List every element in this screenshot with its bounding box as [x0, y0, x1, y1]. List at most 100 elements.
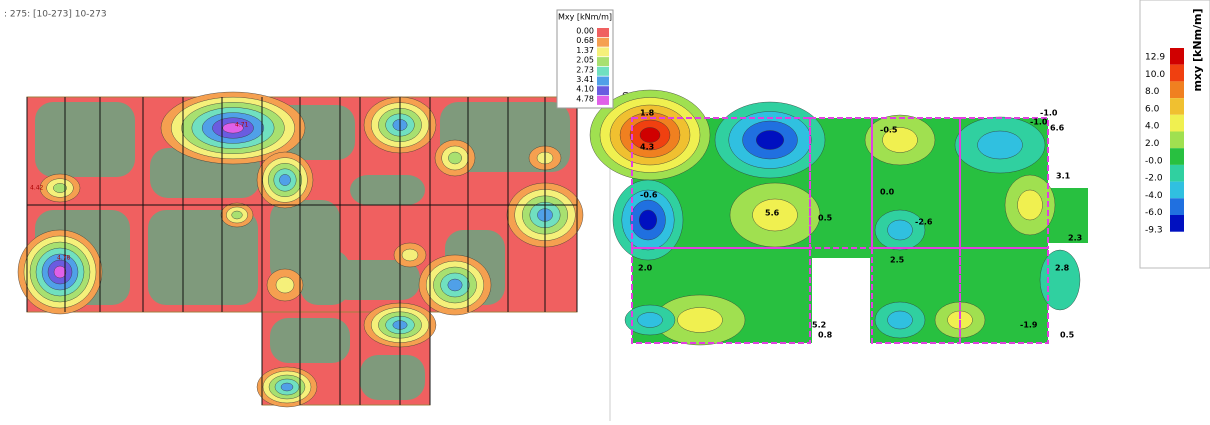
legend-swatch: [597, 57, 609, 67]
header-text: : 275: [10-273] 10-273: [4, 10, 107, 20]
contour: [677, 307, 723, 333]
contour: [53, 265, 67, 279]
left-plot: 4.42 4.71 4.78: [17, 91, 584, 408]
legend-swatch: [597, 76, 609, 86]
contour-label: 0.5: [1060, 331, 1075, 340]
legend-value: 0.00: [576, 27, 594, 36]
room-outline: [631, 247, 811, 344]
contour: [447, 278, 463, 292]
legend-value: 6.0: [1145, 104, 1160, 114]
contour: [977, 130, 1023, 160]
room-outline: [959, 247, 1049, 344]
contour-label: 4.3: [640, 143, 654, 152]
contour-label: 2.3: [1068, 234, 1082, 243]
legend-swatch: [597, 37, 609, 47]
right-plot: 1.84.3-0.65.62.0-1.06.6-0.5-2.63.12.32.8…: [589, 89, 1088, 346]
contour-label: 5.2: [812, 321, 826, 330]
zone: [360, 355, 425, 400]
contour-label: 2.5: [890, 256, 905, 265]
legend-value: 12.9: [1145, 53, 1165, 63]
contour-label: 0.5: [818, 214, 833, 223]
contour-label: -1.0: [1030, 118, 1048, 127]
opening: [812, 258, 870, 343]
legend-value: 8.0: [1145, 87, 1160, 97]
contour-label: 4.71: [235, 122, 249, 129]
contour-label: 4.42: [30, 185, 44, 192]
contour-label: -2.6: [915, 218, 933, 227]
legend-swatch: [1170, 215, 1184, 232]
left-legend-title: Mxy [kNm/m]: [558, 13, 612, 22]
contour: [752, 198, 798, 232]
contour: [1039, 249, 1081, 311]
legend-value: 4.0: [1145, 122, 1160, 132]
contour-label: 0.0: [880, 188, 895, 197]
legend-swatch: [1170, 64, 1184, 82]
contour: [448, 151, 462, 165]
legend-value: -0.0: [1145, 156, 1163, 166]
legend-swatch: [1170, 114, 1184, 132]
contour-label: 0.8: [818, 331, 833, 340]
legend-value: -2.0: [1145, 174, 1163, 184]
contour: [882, 127, 918, 153]
legend-value: 2.05: [576, 56, 594, 65]
contour-label: -1.0: [1040, 109, 1058, 118]
contour: [637, 312, 663, 328]
contour: [639, 209, 657, 231]
contour-label: 6.6: [1050, 124, 1065, 133]
legend-value: -9.3: [1145, 226, 1163, 236]
legend-swatch: [1170, 98, 1184, 115]
legend-value: 4.10: [576, 85, 594, 94]
zone: [148, 210, 258, 305]
contour: [639, 127, 661, 143]
contour: [887, 310, 913, 330]
slab: [1048, 188, 1088, 243]
contour: [53, 183, 67, 193]
legend-swatch: [1170, 198, 1184, 215]
legend-value: 1.37: [576, 46, 594, 55]
legend-swatch: [597, 28, 609, 37]
legend-swatch: [1170, 148, 1184, 165]
contour: [756, 130, 784, 150]
contour: [279, 174, 291, 186]
contour-label: 4.78: [57, 255, 71, 262]
contour: [887, 219, 913, 241]
legend-value: -4.0: [1145, 191, 1163, 201]
contour-label: -0.6: [640, 191, 658, 200]
contour: [280, 382, 294, 392]
zone: [350, 175, 425, 205]
legend-value: 4.78: [576, 94, 594, 103]
legend-value: 0.68: [576, 36, 594, 45]
legend-value: 2.73: [576, 65, 594, 74]
legend-swatch: [597, 66, 609, 76]
legend-swatch: [1170, 181, 1184, 199]
zone: [35, 102, 135, 177]
legend-swatch: [597, 86, 609, 96]
zone: [330, 260, 420, 300]
zone: [270, 318, 350, 363]
contour-label: 5.6: [765, 209, 780, 218]
contour: [275, 276, 295, 294]
legend-value: -6.0: [1145, 208, 1163, 218]
contour: [222, 122, 244, 134]
contour-label: 2.8: [1055, 264, 1070, 273]
legend-swatch: [1170, 48, 1184, 65]
legend-value: 2.0: [1145, 139, 1160, 149]
legend-swatch: [1170, 131, 1184, 149]
contour-label: 1.8: [640, 109, 655, 118]
contour-label: -1.9: [1020, 321, 1038, 330]
contour-label: 3.1: [1056, 172, 1071, 181]
room-outline: [959, 117, 1049, 249]
legend-value: 3.41: [576, 75, 594, 84]
legend-swatch: [597, 47, 609, 57]
contour-label: -0.5: [880, 126, 898, 135]
contour: [1017, 189, 1043, 221]
legend-swatch: [1170, 81, 1184, 99]
legend-swatch: [1170, 164, 1184, 182]
legend-swatch: [597, 95, 609, 105]
contour: [231, 210, 243, 220]
contour-label: 2.0: [638, 264, 653, 273]
contour: [401, 248, 419, 262]
right-legend-title: mxy [kNm/m]: [1191, 8, 1204, 91]
